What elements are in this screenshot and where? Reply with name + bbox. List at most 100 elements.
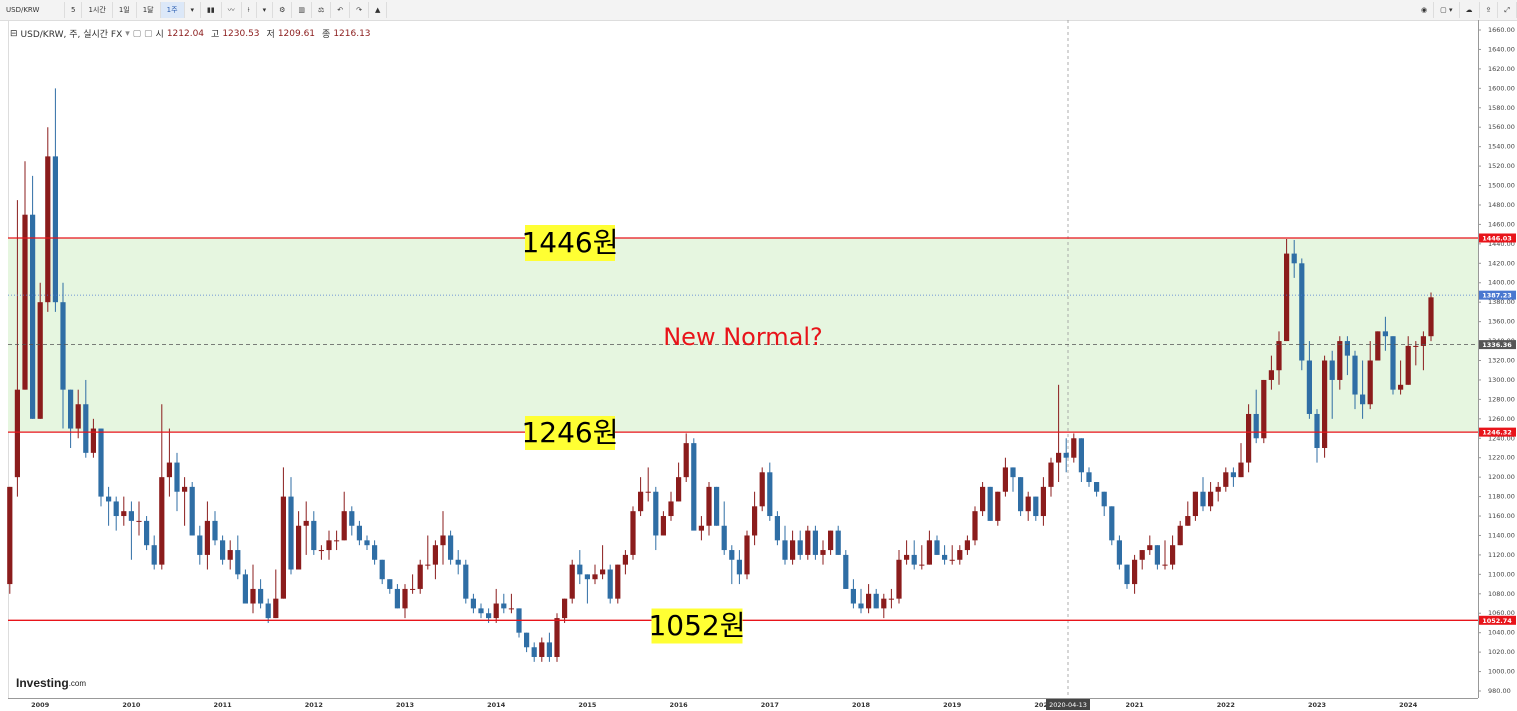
candle-body xyxy=(273,598,279,619)
ohlc-label: 저 xyxy=(266,30,275,40)
candle-body xyxy=(1040,486,1046,517)
interval-button[interactable]: 1주 xyxy=(160,2,185,18)
candle-body xyxy=(1322,360,1328,448)
candle-body xyxy=(812,530,818,555)
candle-body xyxy=(706,486,712,526)
candle-body xyxy=(356,525,362,541)
band-layer xyxy=(8,238,1478,433)
price-tag xyxy=(1479,290,1516,300)
collapse-icon[interactable]: ⊟ xyxy=(10,28,18,39)
candle-body xyxy=(524,632,530,648)
tool-icon[interactable]: ▾ xyxy=(257,2,274,18)
x-tick-label: 2015 xyxy=(578,701,597,709)
candle-body xyxy=(7,486,13,585)
candle-body xyxy=(341,511,347,541)
interval-button[interactable]: 5 xyxy=(65,2,83,18)
candle-body xyxy=(1048,462,1054,487)
candle-body xyxy=(98,428,104,497)
candle-body xyxy=(1299,263,1305,361)
candle-body xyxy=(987,486,993,521)
logo-suffix: .com xyxy=(69,679,87,688)
candle-body xyxy=(440,535,446,546)
y-tick-label: 1380.00 xyxy=(1488,298,1515,306)
candle-body xyxy=(1162,564,1168,566)
candle-body xyxy=(174,462,180,492)
tool-icon[interactable]: ⚖ xyxy=(312,2,332,18)
candle-body xyxy=(30,214,36,419)
candle-body xyxy=(235,550,241,575)
candle-body xyxy=(1314,413,1320,448)
annotation: 1246원 xyxy=(521,416,618,449)
candle-body xyxy=(607,569,613,599)
candle-body xyxy=(569,564,575,599)
tool-icon[interactable]: ▢ ▾ xyxy=(1434,2,1460,18)
candle-body xyxy=(531,647,537,657)
y-tick-label: 1180.00 xyxy=(1488,493,1515,501)
tool-icon[interactable]: ◉ xyxy=(1415,2,1435,18)
candle-body xyxy=(220,540,226,560)
candle-body xyxy=(1139,550,1145,560)
tool-icon[interactable]: ↶ xyxy=(331,2,351,18)
candle-body xyxy=(767,472,773,517)
interval-button[interactable]: 1시간 xyxy=(82,2,113,18)
candle-body xyxy=(1375,331,1381,361)
candle-body xyxy=(554,618,560,657)
candle-body xyxy=(919,564,925,566)
candle-body xyxy=(592,574,598,580)
candle-body xyxy=(425,564,431,566)
candle-body xyxy=(1428,297,1434,337)
y-tick-label: 1440.00 xyxy=(1488,240,1515,248)
tool-icon[interactable]: ⚙ xyxy=(273,2,293,18)
tool-icon[interactable]: ⟊ xyxy=(242,2,257,18)
candle-body xyxy=(1170,545,1176,565)
tool-icon[interactable]: ▮▮ xyxy=(201,2,222,18)
candle-body xyxy=(866,593,872,609)
candle-body xyxy=(121,511,127,517)
ohlc-label: 시 xyxy=(155,30,164,40)
candle-body xyxy=(615,564,621,599)
candle-body xyxy=(805,530,811,555)
tool-icon[interactable]: ☁ xyxy=(1460,2,1480,18)
logo-name: Investing xyxy=(16,676,69,690)
ohlc-label: 종 xyxy=(322,30,331,40)
tool-icon[interactable]: ▲ xyxy=(369,2,388,18)
tool-icon[interactable]: ⇪ xyxy=(1480,2,1499,18)
candle-body xyxy=(653,491,659,536)
candle-body xyxy=(1405,345,1411,385)
y-tick-label: 1120.00 xyxy=(1488,551,1515,559)
candle-body xyxy=(1215,486,1221,492)
candle-body xyxy=(782,540,788,560)
interval-button[interactable]: 1일 xyxy=(113,2,137,18)
y-tick-label: 1600.00 xyxy=(1488,84,1515,92)
tool-icon[interactable]: 〰 xyxy=(222,2,242,18)
candle-body xyxy=(478,608,484,614)
candle-body xyxy=(501,603,507,609)
tool-icon[interactable]: ▾ xyxy=(185,2,202,18)
candle-body xyxy=(1413,345,1419,347)
y-tick-label: 1060.00 xyxy=(1488,609,1515,617)
candle-body xyxy=(949,559,955,561)
ohlc-value: 1230.53 xyxy=(222,28,260,39)
crosshair-date: 2020-04-13 xyxy=(1049,701,1087,709)
tool-icon[interactable]: ▥ xyxy=(292,2,312,18)
symbol-box[interactable]: USD/KRW xyxy=(0,2,65,18)
candle-body xyxy=(60,302,66,390)
candle-body xyxy=(1010,467,1016,478)
candle-body xyxy=(1253,413,1259,439)
y-tick-label: 1560.00 xyxy=(1488,123,1515,131)
candle-body xyxy=(980,486,986,512)
candle-body xyxy=(326,540,332,551)
x-tick-label: 2014 xyxy=(487,701,506,709)
price-tag xyxy=(1479,340,1516,350)
y-tick-label: 1500.00 xyxy=(1488,182,1515,190)
candle-body xyxy=(638,491,644,512)
y-tick-label: 1000.00 xyxy=(1488,668,1515,676)
y-tick-label: 1540.00 xyxy=(1488,143,1515,151)
candle-body xyxy=(1018,477,1024,512)
interval-button[interactable]: 1달 xyxy=(137,2,161,18)
candle-body xyxy=(463,564,469,599)
dropdown[interactable]: ▾ ▢ ▢ xyxy=(125,28,153,39)
tool-icon[interactable]: ↷ xyxy=(350,2,370,18)
annotation: 1446원 xyxy=(521,226,618,259)
candle-body xyxy=(493,603,499,619)
